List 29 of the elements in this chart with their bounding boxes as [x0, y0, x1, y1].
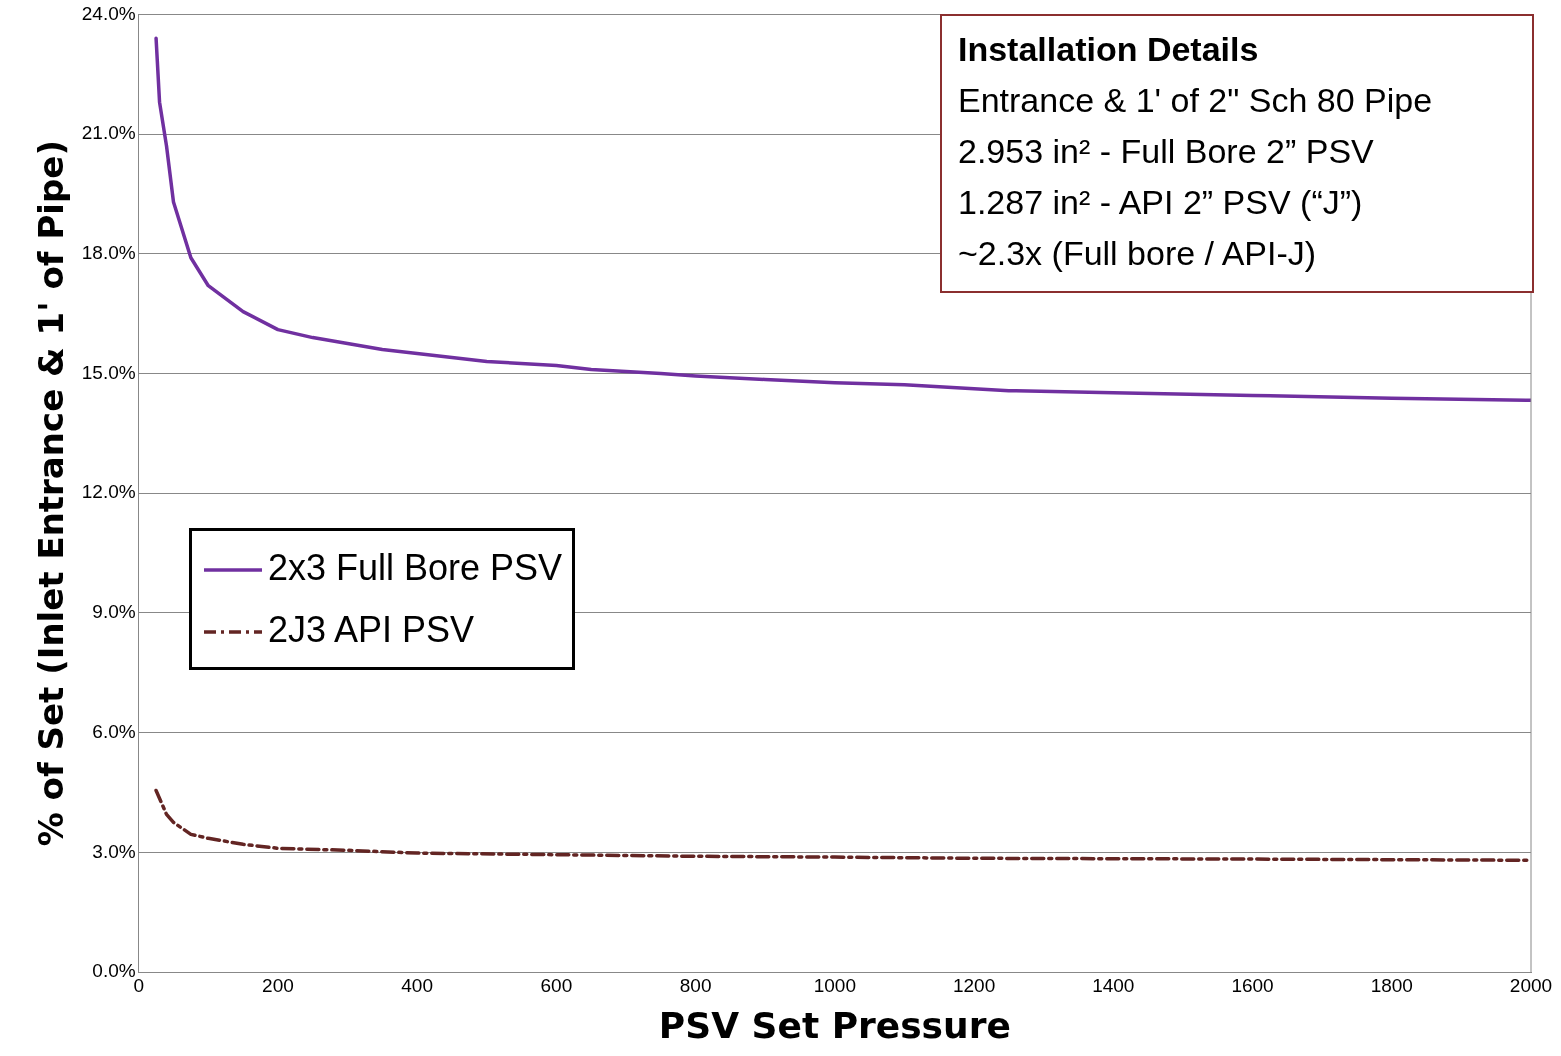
legend-label: 2J3 API PSV [268, 609, 475, 650]
annotation: ~2.3x (Full bore / API-J) [958, 233, 1318, 274]
x-tick-label: 1800 [1370, 974, 1413, 996]
x-tick-label: 1000 [813, 974, 856, 996]
y-axis-title: % of Set (Inlet Entrance & 1' of Pipe) [31, 140, 72, 847]
y-tick-label: 3.0% [92, 840, 136, 862]
x-tick-label: 2000 [1509, 974, 1553, 996]
y-tick-label: 6.0% [92, 720, 136, 742]
x-tick-label: 800 [679, 974, 712, 996]
x-tick-label: 1600 [1231, 974, 1274, 996]
y-tick-label: 18.0% [81, 242, 136, 264]
x-tick-label: 400 [401, 974, 433, 996]
y-tick-label: 12.0% [81, 481, 136, 503]
y-tick-label: 0.0% [92, 960, 136, 982]
x-tick-label: 1200 [952, 974, 996, 996]
legend-label: 2x3 Full Bore PSV [268, 547, 563, 588]
x-tick-label: 1400 [1092, 974, 1135, 996]
x-axis-title: PSV Set Pressure [658, 1004, 1011, 1046]
y-tick-label: 15.0% [81, 361, 136, 383]
annotation: 2.953 in² - Full Bore 2” PSV [958, 131, 1375, 172]
y-tick-label: 9.0% [92, 601, 136, 623]
annotation: Entrance & 1' of 2" Sch 80 Pipe [958, 80, 1434, 121]
annotation: Installation Details [958, 29, 1260, 70]
x-tick-label: 600 [540, 974, 573, 996]
x-tick-label: 200 [262, 974, 294, 996]
y-tick-label: 21.0% [81, 122, 136, 144]
line-series [154, 788, 1531, 863]
annotation: 1.287 in² - API 2” PSV (“J”) [958, 182, 1364, 223]
y-tick-label: 24.0% [81, 2, 136, 24]
